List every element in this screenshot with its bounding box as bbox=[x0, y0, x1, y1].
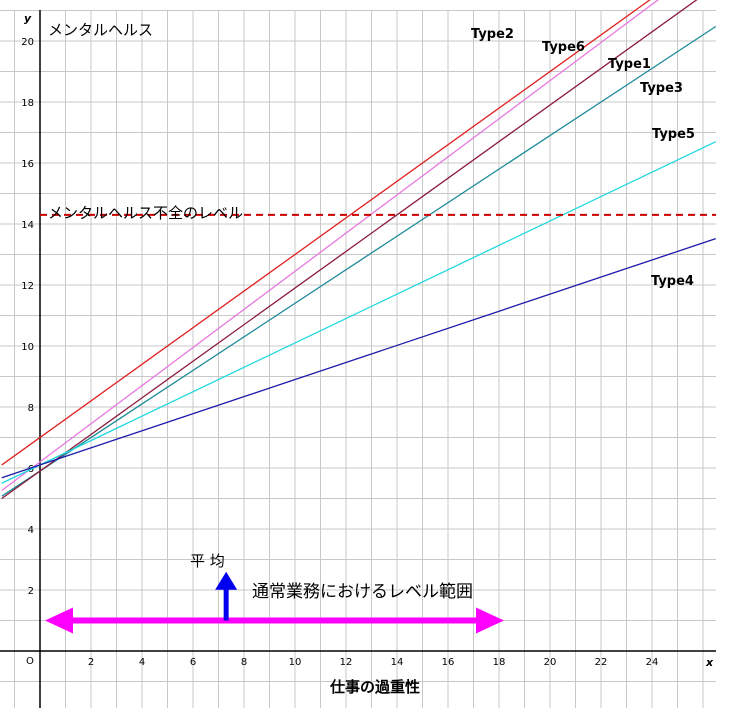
annotations bbox=[45, 571, 504, 634]
y-tick-label: 10 bbox=[21, 342, 34, 353]
range-arrow-left-head bbox=[45, 607, 73, 634]
series-line-type3 bbox=[1, 0, 698, 500]
series-label-type1: Type1 bbox=[608, 57, 651, 72]
x-tick-label: 18 bbox=[493, 657, 506, 668]
series-line-type5 bbox=[1, 141, 717, 484]
y-axis-letter: y bbox=[24, 12, 32, 25]
x-tick-label: 22 bbox=[595, 657, 608, 668]
series-line-type4 bbox=[1, 238, 716, 479]
x-tick-label: 4 bbox=[139, 657, 145, 668]
series-label-type6: Type6 bbox=[542, 40, 585, 55]
y-tick-label: 2 bbox=[28, 586, 34, 597]
threshold-label: メンタルヘルス不全のレベル bbox=[48, 204, 243, 222]
x-tick-label: 14 bbox=[391, 657, 404, 668]
x-tick-label: 6 bbox=[190, 657, 196, 668]
y-tick-label: 12 bbox=[21, 281, 34, 292]
x-axis-letter: x bbox=[705, 656, 714, 669]
series-line-type2 bbox=[1, 0, 651, 466]
x-tick-label: 24 bbox=[646, 657, 659, 668]
y-tick-label: 14 bbox=[21, 220, 34, 231]
series-label-type3: Type3 bbox=[640, 81, 683, 96]
range-label: 通常業務におけるレベル範囲 bbox=[252, 582, 473, 602]
x-tick-label: 20 bbox=[544, 657, 557, 668]
y-tick-label: 8 bbox=[28, 403, 34, 414]
series-lines bbox=[1, 0, 717, 500]
axes bbox=[0, 10, 716, 708]
x-axis-label: 仕事の過重性 bbox=[329, 678, 420, 696]
series-line-type6 bbox=[1, 0, 659, 492]
y-axis-label: メンタルヘルス bbox=[48, 21, 153, 39]
average-label: 平 均 bbox=[190, 552, 225, 570]
series-line-type1 bbox=[1, 25, 717, 497]
tick-labels: 246810121416182022242468101214161820 bbox=[21, 37, 658, 668]
y-tick-label: 20 bbox=[21, 37, 34, 48]
origin-label: O bbox=[26, 656, 34, 667]
y-tick-label: 18 bbox=[21, 98, 34, 109]
x-tick-label: 16 bbox=[442, 657, 455, 668]
series-label-type5: Type5 bbox=[652, 127, 695, 142]
grid bbox=[0, 10, 716, 708]
x-tick-label: 10 bbox=[289, 657, 302, 668]
y-tick-label: 16 bbox=[21, 159, 34, 170]
x-tick-label: 2 bbox=[88, 657, 94, 668]
x-tick-label: 8 bbox=[241, 657, 247, 668]
series-labels: Type2 Type6 Type1 Type3 Type5 Type4 bbox=[471, 27, 695, 289]
y-tick-label: 4 bbox=[28, 525, 34, 536]
x-tick-label: 12 bbox=[340, 657, 353, 668]
range-arrow-right-head bbox=[476, 607, 504, 634]
series-label-type2: Type2 bbox=[471, 27, 514, 42]
series-label-type4: Type4 bbox=[651, 274, 694, 289]
average-arrow-head bbox=[215, 571, 238, 590]
